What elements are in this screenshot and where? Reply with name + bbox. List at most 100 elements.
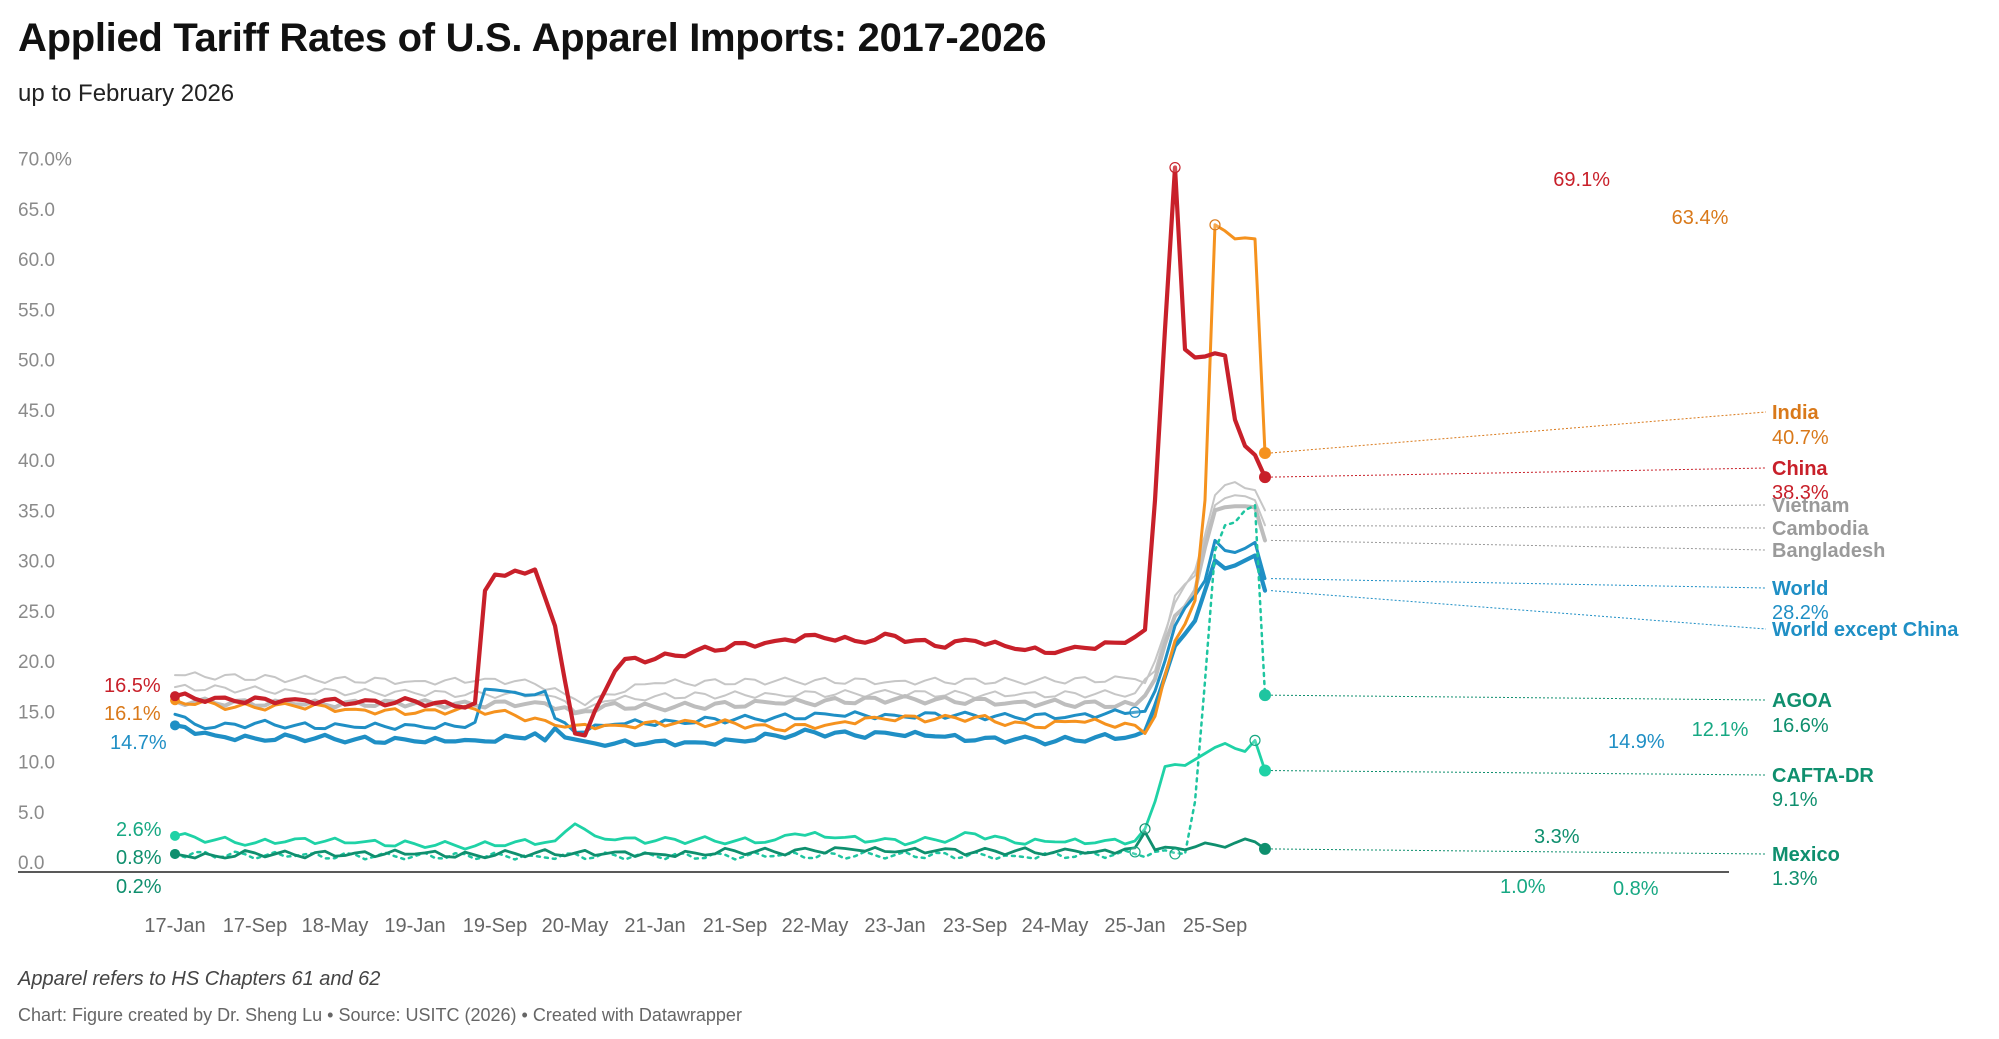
start-point <box>170 830 180 841</box>
y-tick-label: 40.0 <box>18 451 55 472</box>
x-tick-label: 21-Jan <box>624 915 685 937</box>
x-tick-label: 21-Sep <box>703 915 768 937</box>
chart-notes: Apparel refers to HS Chapters 61 and 62 <box>18 968 381 990</box>
end-point <box>1259 689 1271 702</box>
end-label-name: India <box>1772 402 1820 424</box>
annotations: 69.1% 63.4% 16.5% 16.1% 14.7% 14.9% 2.6% 0.8% 0.… <box>104 161 1749 900</box>
annotation-marker <box>1249 734 1261 746</box>
x-tick-label: 17-Sep <box>223 915 288 937</box>
label-leader <box>1270 504 1767 511</box>
y-tick-label: 50.0 <box>18 351 55 372</box>
x-tick-label: 20-May <box>542 915 609 937</box>
x-tick-label: 22-May <box>782 915 849 937</box>
start-point <box>170 691 180 702</box>
x-tick-label: 23-Sep <box>943 915 1008 937</box>
end-label-name: AGOA <box>1772 690 1832 712</box>
value-annotation: 16.5% <box>104 675 161 697</box>
label-leader <box>1270 848 1767 855</box>
y-tick-label: 30.0 <box>18 552 55 573</box>
chart-source: Chart: Figure created by Dr. Sheng Lu • … <box>18 1005 742 1025</box>
end-label-name: China <box>1772 458 1828 480</box>
y-tick-label: 45.0 <box>18 401 55 422</box>
start-point <box>170 848 180 859</box>
x-axis: 17-Jan 17-Sep 18-May 19-Jan 19-Sep 20-May 21-J… <box>144 915 1247 937</box>
x-tick-label: 19-Jan <box>384 915 445 937</box>
end-label-name: World except China <box>1772 619 1959 641</box>
label-leader <box>1270 539 1767 551</box>
y-tick-label: 0.0 <box>18 853 44 874</box>
y-tick-label: 25.0 <box>18 602 55 623</box>
annotation-marker <box>1139 823 1151 835</box>
value-annotation: 1.0% <box>1500 876 1546 898</box>
x-tick-label: 23-Jan <box>864 915 925 937</box>
value-annotation: 14.9% <box>1608 731 1665 753</box>
x-tick-label: 25-Sep <box>1183 915 1248 937</box>
end-label-value: 40.7% <box>1772 427 1829 449</box>
value-annotation: 0.2% <box>116 876 162 898</box>
value-annotation: 0.8% <box>1613 878 1659 900</box>
x-tick-label: 19-Sep <box>463 915 528 937</box>
y-tick-label: 35.0 <box>18 501 55 522</box>
end-label-value: 28.2% <box>1772 602 1829 624</box>
series-line-cafta-dr <box>173 739 1267 851</box>
end-label-name: Vietnam <box>1772 495 1849 517</box>
y-tick-label: 55.0 <box>18 300 55 321</box>
label-leader <box>1270 578 1767 589</box>
end-label-name: Mexico <box>1772 844 1840 866</box>
end-label-value: 16.6% <box>1772 715 1829 737</box>
end-point <box>1259 471 1271 484</box>
series-line-india <box>173 223 1267 735</box>
series-line-vietnam <box>174 481 1266 707</box>
series-line-china <box>172 165 1268 738</box>
annotation-marker <box>1209 219 1221 231</box>
label-leader <box>1270 770 1767 776</box>
value-annotation: 14.7% <box>110 732 167 754</box>
end-point <box>1259 764 1271 777</box>
end-label-name: Cambodia <box>1772 518 1870 540</box>
end-label-value: 38.3% <box>1772 482 1829 504</box>
y-axis: 70.0% 65.0 60.0 55.0 50.0 45.0 40.0 35.0 30.0 25.… <box>18 150 1729 874</box>
value-annotation: 16.1% <box>104 703 161 725</box>
label-leader <box>1270 524 1767 529</box>
chart-title: Applied Tariff Rates of U.S. Apparel Imp… <box>18 16 1047 60</box>
end-label-name: Bangladesh <box>1772 540 1885 562</box>
label-leader <box>1270 467 1767 478</box>
y-tick-label: 10.0 <box>18 753 55 774</box>
y-tick-label: 60.0 <box>18 250 55 271</box>
label-leader <box>1270 694 1767 701</box>
y-tick-label: 15.0 <box>18 702 55 723</box>
value-annotation: 2.6% <box>116 819 162 841</box>
x-tick-label: 24-May <box>1022 915 1089 937</box>
label-leader <box>1270 590 1767 630</box>
start-point <box>170 720 180 731</box>
y-tick-label: 5.0 <box>18 803 44 824</box>
label-leader <box>1270 411 1767 454</box>
value-annotation: 3.3% <box>1534 826 1580 848</box>
value-annotation: 0.8% <box>116 847 162 869</box>
annotation-marker <box>1169 848 1181 860</box>
series-line-world-except-china <box>172 553 1268 748</box>
x-tick-label: 17-Jan <box>144 915 205 937</box>
end-point <box>1259 842 1271 855</box>
end-label-name: World <box>1772 578 1828 600</box>
y-tick-label: 65.0 <box>18 200 55 221</box>
y-tick-label: 20.0 <box>18 652 55 673</box>
x-tick-label: 18-May <box>302 915 369 937</box>
value-annotation: 12.1% <box>1692 719 1749 741</box>
chart-subtitle: up to February 2026 <box>18 80 235 107</box>
annotation-marker <box>1129 706 1141 718</box>
series-line-mexico <box>173 830 1267 860</box>
end-label-value: 1.3% <box>1772 868 1818 890</box>
end-point <box>1259 446 1271 459</box>
x-tick-label: 25-Jan <box>1104 915 1165 937</box>
y-tick-label: 70.0% <box>18 150 72 171</box>
series-line-cambodia <box>174 494 1266 713</box>
annotation-marker <box>1129 846 1141 858</box>
annotation-marker <box>1169 161 1181 174</box>
end-label-value: 9.1% <box>1772 789 1818 811</box>
series-layer <box>170 165 1271 861</box>
value-annotation: 69.1% <box>1553 169 1610 191</box>
end-label-name: CAFTA-DR <box>1772 765 1874 787</box>
